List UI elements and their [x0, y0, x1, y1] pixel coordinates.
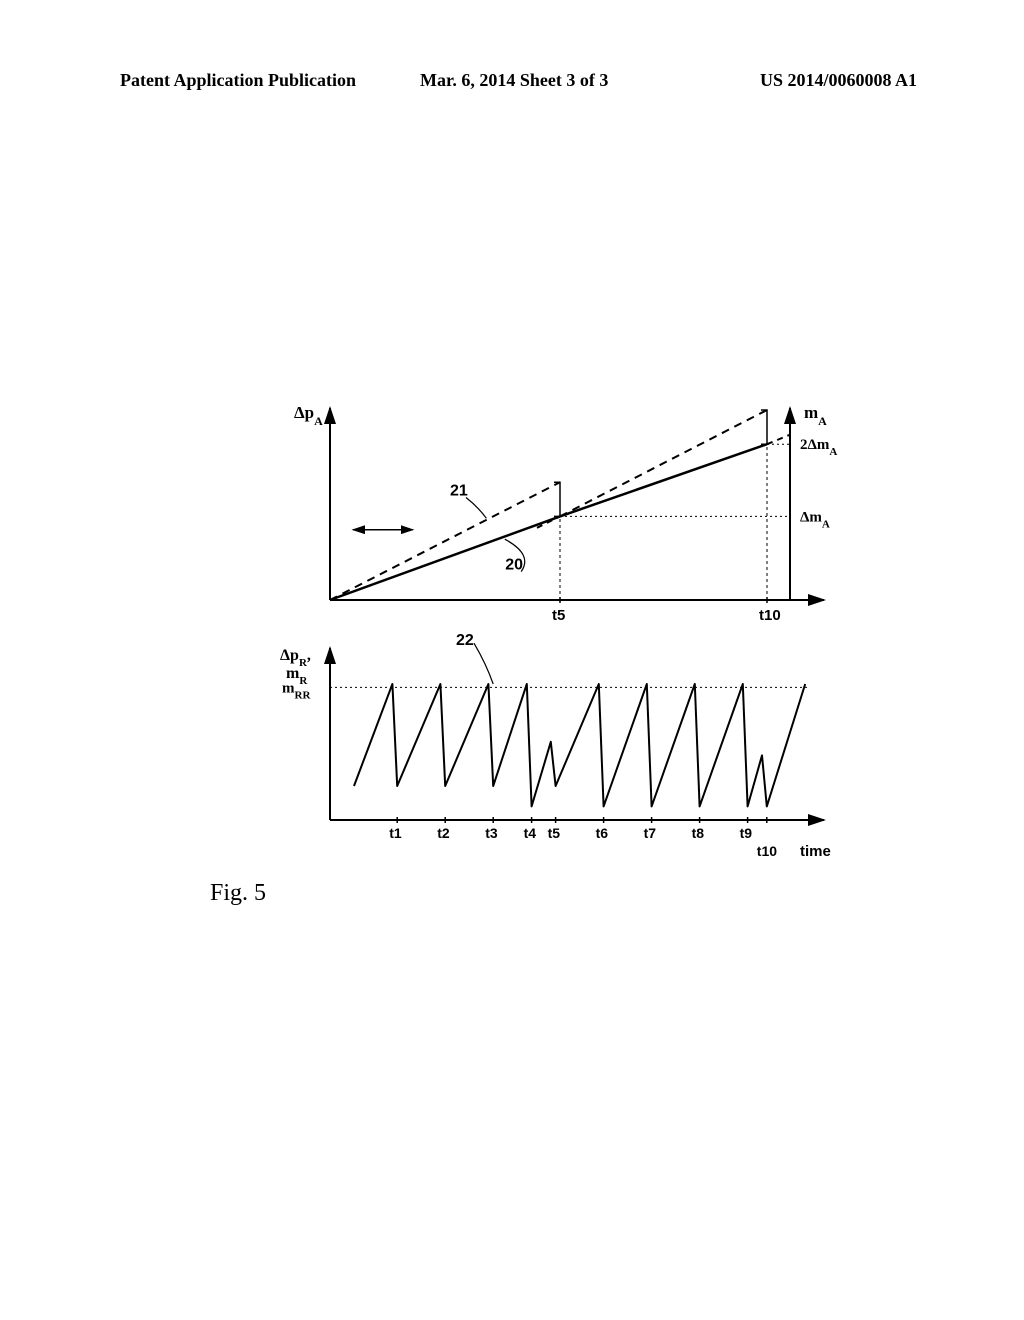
svg-text:t7: t7 [644, 825, 657, 841]
svg-text:t4: t4 [524, 825, 537, 841]
svg-text:t2: t2 [437, 825, 450, 841]
svg-text:time: time [800, 843, 831, 860]
figure-5: ΔpAmA2ΔmAΔmAt5t102120ΔpR,mRmRRt1t2t3t4t5… [230, 390, 850, 890]
header-right: US 2014/0060008 A1 [760, 70, 917, 91]
svg-text:ΔmA: ΔmA [800, 509, 830, 530]
header-center: Mar. 6, 2014 Sheet 3 of 3 [420, 70, 608, 91]
svg-text:t6: t6 [596, 825, 609, 841]
svg-text:22: 22 [456, 632, 474, 649]
figure-svg: ΔpAmA2ΔmAΔmAt5t102120ΔpR,mRmRRt1t2t3t4t5… [230, 390, 850, 890]
svg-text:t1: t1 [389, 825, 402, 841]
svg-text:t5: t5 [548, 825, 561, 841]
header-left: Patent Application Publication [120, 70, 356, 91]
svg-text:t10: t10 [759, 607, 781, 624]
svg-text:2ΔmA: 2ΔmA [800, 437, 837, 458]
svg-text:t3: t3 [485, 825, 498, 841]
svg-text:t5: t5 [552, 607, 565, 624]
figure-label: Fig. 5 [210, 880, 266, 907]
svg-text:t9: t9 [740, 825, 753, 841]
svg-text:mA: mA [804, 403, 827, 428]
svg-text:t8: t8 [692, 825, 705, 841]
svg-text:t10: t10 [757, 843, 777, 859]
svg-text:ΔpA: ΔpA [294, 403, 323, 428]
svg-text:21: 21 [450, 483, 468, 500]
svg-text:20: 20 [505, 557, 523, 574]
